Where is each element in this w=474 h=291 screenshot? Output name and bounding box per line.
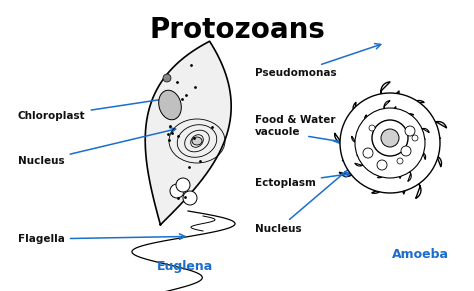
- Circle shape: [397, 158, 403, 164]
- Circle shape: [405, 126, 415, 136]
- Circle shape: [412, 135, 418, 141]
- Polygon shape: [388, 122, 447, 151]
- Polygon shape: [352, 132, 391, 148]
- Polygon shape: [365, 115, 394, 146]
- Text: Chloroplast: Chloroplast: [18, 97, 166, 121]
- Circle shape: [163, 74, 171, 82]
- Polygon shape: [367, 140, 398, 193]
- Circle shape: [183, 191, 197, 205]
- Text: Flagella: Flagella: [18, 234, 185, 244]
- Text: Nucleus: Nucleus: [255, 141, 382, 234]
- Text: Pseudomonas: Pseudomonas: [255, 44, 381, 78]
- Polygon shape: [385, 141, 411, 181]
- Polygon shape: [339, 136, 394, 177]
- Polygon shape: [386, 114, 414, 146]
- Polygon shape: [353, 102, 396, 148]
- Circle shape: [170, 184, 184, 198]
- Circle shape: [401, 146, 411, 156]
- Circle shape: [355, 108, 425, 178]
- Text: Ectoplasm: Ectoplasm: [255, 172, 351, 188]
- Polygon shape: [384, 101, 396, 143]
- Text: Amoeba: Amoeba: [392, 248, 448, 261]
- Circle shape: [377, 160, 387, 170]
- Ellipse shape: [159, 90, 182, 120]
- Ellipse shape: [192, 137, 202, 145]
- Circle shape: [369, 125, 375, 131]
- Circle shape: [340, 93, 440, 193]
- Polygon shape: [355, 138, 393, 166]
- Text: Protozoans: Protozoans: [149, 16, 325, 44]
- Circle shape: [372, 120, 408, 156]
- Text: Euglena: Euglena: [157, 260, 213, 273]
- Polygon shape: [388, 138, 426, 162]
- Text: Food & Water
vacuole: Food & Water vacuole: [255, 115, 366, 154]
- Polygon shape: [384, 100, 425, 148]
- Polygon shape: [374, 141, 395, 178]
- Text: Nucleus: Nucleus: [18, 128, 176, 166]
- Circle shape: [381, 129, 399, 147]
- Polygon shape: [387, 136, 441, 171]
- Polygon shape: [145, 41, 231, 225]
- Polygon shape: [389, 128, 429, 148]
- Polygon shape: [335, 127, 392, 151]
- Polygon shape: [381, 82, 399, 143]
- Circle shape: [176, 178, 190, 192]
- Circle shape: [363, 148, 373, 158]
- Polygon shape: [382, 139, 421, 198]
